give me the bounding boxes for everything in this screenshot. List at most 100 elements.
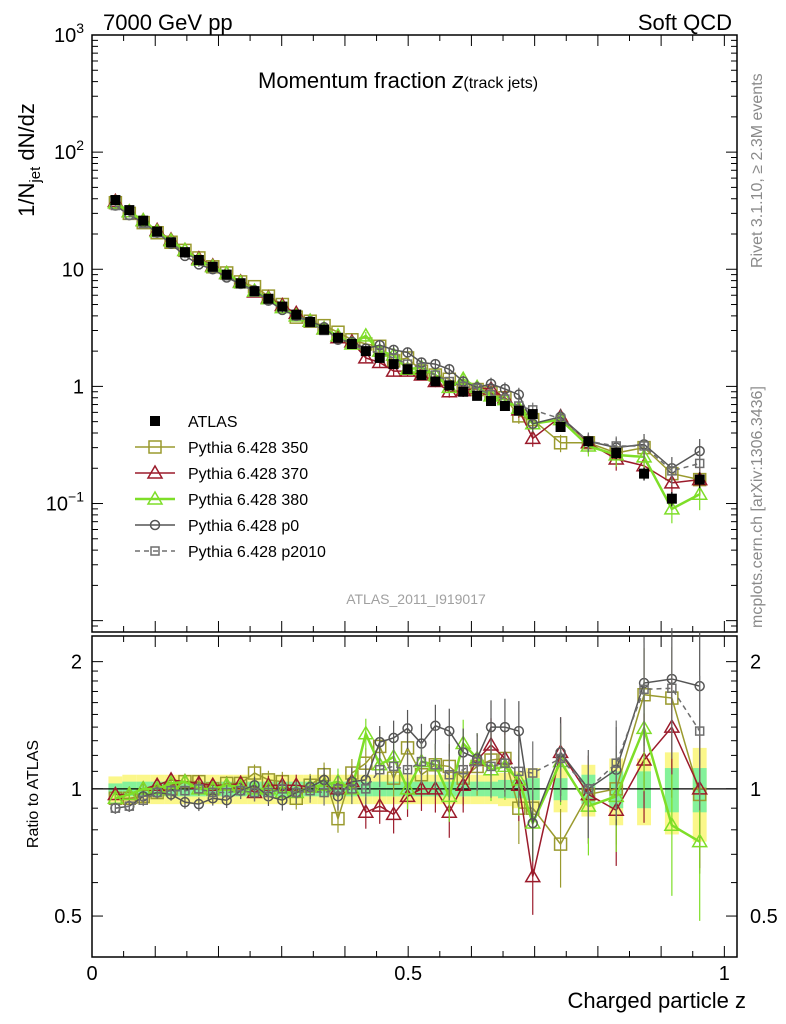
marker-p370	[357, 349, 375, 364]
ratio-y-tick-label: 0.5	[54, 906, 82, 928]
x-tick-label: 0.5	[394, 963, 422, 985]
marker-data	[235, 278, 246, 289]
marker-p370	[440, 383, 458, 398]
marker-data	[444, 380, 455, 391]
header-right: Soft QCD	[638, 10, 732, 35]
ratio-marker-p2010	[639, 684, 649, 695]
marker-data	[124, 205, 135, 216]
ratio-marker-p2010	[277, 784, 288, 794]
ratio-marker-p2010	[319, 787, 329, 798]
ratio-marker-p2010	[305, 785, 315, 796]
marker-p380	[357, 327, 375, 342]
ratio-y-tick-label: 2	[71, 652, 82, 674]
marker-data	[346, 339, 357, 350]
ratio-marker-p2010	[221, 787, 232, 798]
ratio-marker-p2010	[694, 726, 705, 736]
ratio-marker-p0	[402, 723, 413, 734]
ratio-marker-p2010	[208, 787, 218, 798]
marker-data	[694, 474, 705, 485]
ratio-marker-p2010	[138, 795, 148, 805]
marker-data	[430, 376, 441, 387]
ratio-marker-p370	[524, 868, 542, 883]
marker-p370	[385, 362, 402, 377]
ratio-marker-p2010	[514, 766, 524, 777]
legend-marker-p0	[149, 519, 161, 531]
ratio-marker-p2010	[263, 787, 274, 798]
main-ylabel: 1/Njet dN/dz	[14, 103, 44, 217]
ratio-marker-p0	[193, 798, 205, 810]
ratio-marker-p380	[357, 725, 375, 740]
ratio-marker-p380	[121, 785, 138, 801]
marker-data	[249, 286, 260, 297]
ratio-marker-p0	[430, 720, 441, 732]
marker-data	[639, 468, 650, 479]
ratio-marker-p0	[374, 736, 385, 748]
marker-data	[499, 401, 510, 412]
marker-p2010	[667, 466, 677, 476]
marker-p380	[663, 500, 681, 515]
ratio-marker-p380	[663, 816, 681, 832]
marker-data	[193, 254, 204, 265]
ratio-y-tick-label: 1	[71, 779, 82, 801]
main-y-tick-label: 103	[54, 20, 84, 47]
ratio-marker-p0	[485, 721, 497, 733]
ratio-marker-p2010	[361, 784, 371, 794]
ratio-y-tick-label-right: 1	[750, 779, 761, 801]
ratio-marker-p2010	[444, 769, 455, 780]
marker-p0	[527, 418, 538, 429]
marker-data	[416, 370, 427, 381]
ratio-marker-p2010	[388, 761, 399, 772]
ratio-marker-p0	[499, 721, 511, 733]
ratio-y-tick-label-right: 0.5	[750, 906, 778, 928]
marker-data	[472, 390, 483, 401]
ratio-marker-p2010	[180, 785, 190, 796]
ratio-marker-p370	[385, 805, 402, 821]
ratio-marker-p2010	[430, 760, 441, 770]
x-tick-label: 1	[719, 963, 730, 985]
analysis-tag: ATLAS_2011_I919017	[346, 591, 486, 607]
ratio-marker-p380	[440, 787, 458, 803]
marker-data	[166, 237, 177, 248]
main-y-tick-label: 10	[62, 259, 84, 281]
legend-marker-p370	[146, 464, 164, 479]
ratio-marker-p2010	[374, 764, 385, 775]
header-left: 7000 GeV pp	[103, 10, 233, 35]
main-y-tick-label: 102	[54, 137, 84, 164]
ratio-marker-p2010	[500, 758, 510, 768]
marker-data	[221, 269, 232, 280]
marker-p0	[430, 358, 441, 370]
ratio-marker-p0	[527, 817, 538, 829]
main-plot-area: 10−1 1 10 102 103 ATLAS Pythia 6.428 350 Pythia…	[46, 20, 738, 633]
marker-data	[319, 324, 330, 335]
legend-marker-p350	[148, 440, 162, 454]
svg-text:1/Njet dN/dz: 1/Njet dN/dz	[14, 103, 44, 217]
ratio-marker-p2010	[555, 753, 566, 764]
legend-marker-p2010	[150, 546, 160, 556]
ratio-marker-p2010	[152, 787, 162, 798]
marker-data	[527, 409, 538, 420]
marker-data	[263, 293, 274, 304]
marker-data	[388, 359, 399, 370]
ratio-marker-p2010	[347, 784, 357, 794]
main-frame	[91, 34, 738, 633]
marker-p2010	[639, 441, 649, 451]
ratio-y-tick-label-right: 2	[750, 652, 761, 674]
ratio-marker-p2010	[235, 785, 246, 796]
x-tick-label: 0	[86, 963, 97, 985]
marker-data	[513, 405, 524, 416]
ratio-ylabel: Ratio to ATLAS	[25, 740, 42, 848]
ratio-marker-p0	[513, 725, 525, 737]
x-axis-label: Charged particle z	[567, 988, 746, 1013]
ratio-marker-p2010	[611, 758, 621, 768]
mcplots-label: mcplots.cern.ch [arXiv:1306.3436]	[749, 386, 766, 628]
marker-p380	[635, 448, 653, 463]
marker-p0	[444, 364, 455, 375]
ratio-marker-p2010	[486, 761, 496, 772]
ratio-marker-p0	[179, 796, 191, 808]
ratio-marker-p2010	[194, 784, 204, 794]
main-y-tick-label: 1	[73, 376, 84, 398]
ratio-marker-p2010	[166, 785, 176, 796]
legend-label-data: ATLAS	[188, 414, 238, 431]
marker-data	[152, 226, 163, 237]
